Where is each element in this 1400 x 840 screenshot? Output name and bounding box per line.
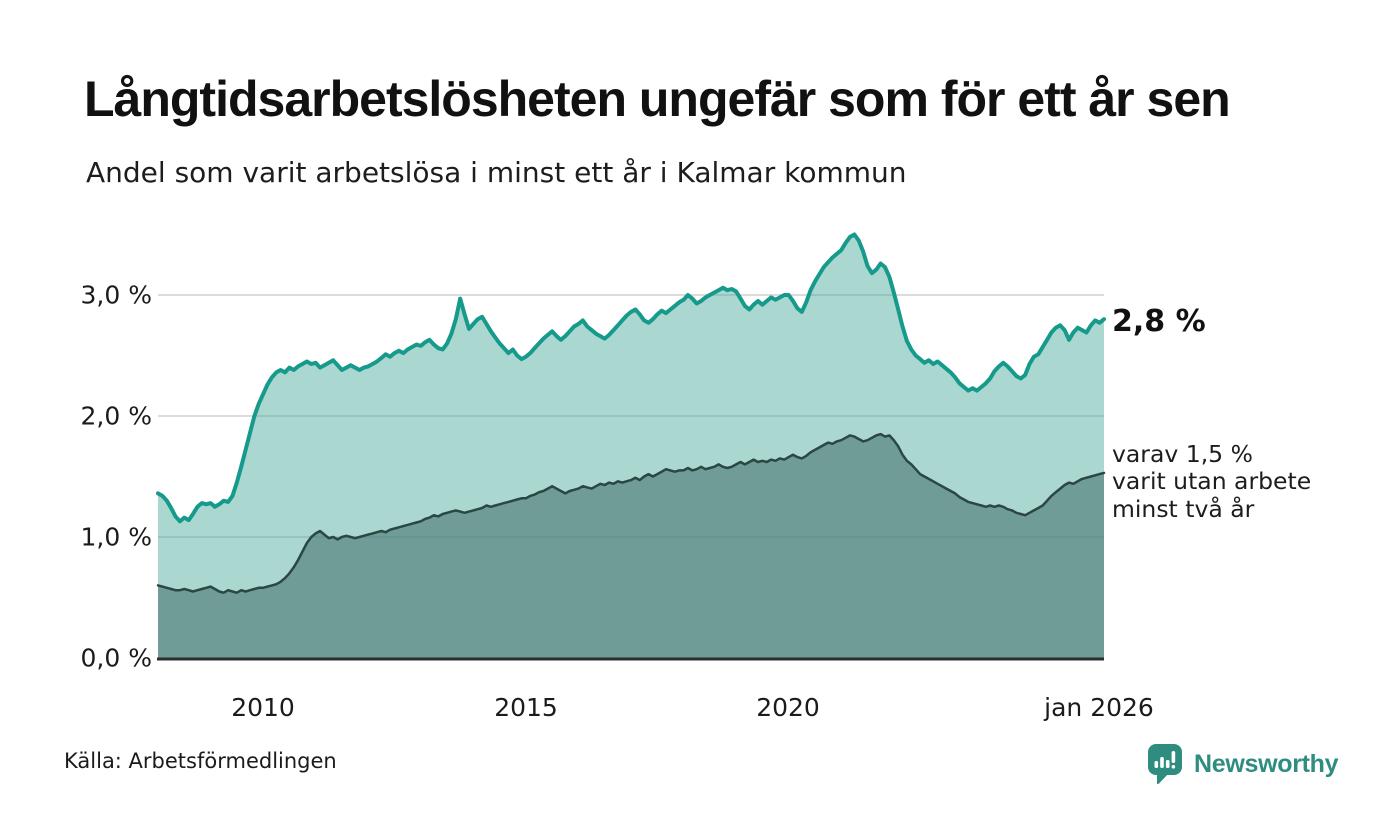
newsworthy-logo-icon bbox=[1148, 744, 1182, 785]
secondary-series-label-line2: varit utan arbete bbox=[1112, 467, 1312, 496]
x-tick-2010: 2010 bbox=[231, 693, 295, 722]
latest-value-label: 2,8 % bbox=[1112, 304, 1206, 339]
secondary-series-label: varav 1,5 % varit utan arbete minst två … bbox=[1112, 440, 1312, 523]
source-attribution: Källa: Arbetsförmedlingen bbox=[64, 749, 337, 773]
secondary-series-label-line1: varav 1,5 % bbox=[1112, 440, 1253, 468]
page-subtitle: Andel som varit arbetslösa i minst ett å… bbox=[86, 156, 907, 189]
newsworthy-logo: Newsworthy bbox=[1146, 742, 1339, 786]
y-tick-0: 0,0 % bbox=[80, 643, 152, 673]
series-area-minst-ett-ar bbox=[158, 234, 1104, 593]
x-tick-jan-2026: jan 2026 bbox=[1044, 693, 1154, 722]
page-title: Långtidsarbetslösheten ungefär som för e… bbox=[84, 71, 1231, 127]
newsworthy-logo-text: Newsworthy bbox=[1194, 749, 1339, 778]
series-line-minst-ett-ar bbox=[156, 232, 1106, 524]
secondary-series-label-line3: minst två år bbox=[1112, 494, 1255, 523]
y-tick-3: 3,0 % bbox=[80, 280, 152, 310]
x-tick-2020: 2020 bbox=[756, 693, 820, 722]
series-line-minst-tva-ar bbox=[156, 432, 1106, 594]
y-tick-2: 2,0 % bbox=[80, 401, 152, 431]
x-tick-2015: 2015 bbox=[494, 693, 558, 722]
series-area-minst-tva-ar bbox=[158, 434, 1104, 658]
y-tick-1: 1,0 % bbox=[80, 522, 152, 552]
